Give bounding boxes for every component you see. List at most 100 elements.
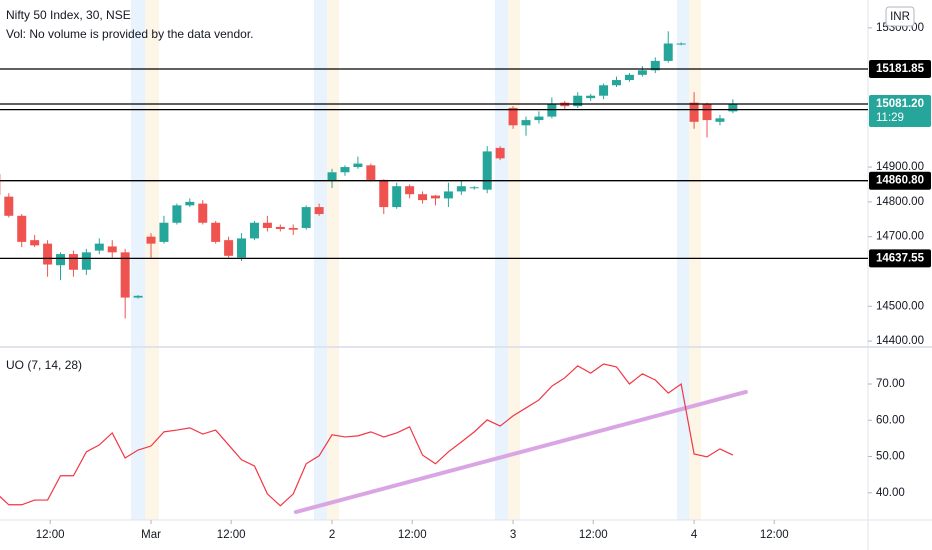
candle-body — [715, 118, 725, 122]
session-band — [327, 0, 339, 520]
candle-body — [430, 195, 440, 199]
candle-body — [146, 236, 156, 244]
price-label-box — [869, 94, 931, 127]
trend-line — [293, 389, 748, 515]
candle-body — [120, 252, 130, 298]
price-label-box — [869, 249, 931, 268]
candle-body — [392, 186, 402, 208]
candle-body — [301, 207, 311, 228]
candle-body — [482, 151, 492, 190]
candle-body — [456, 186, 466, 192]
candle-body — [405, 186, 415, 195]
candle-body — [366, 165, 376, 180]
candle-body — [469, 187, 479, 189]
chart-subtitle: Vol: No volume is provided by the data v… — [6, 27, 253, 41]
candle-body — [159, 222, 169, 242]
candle-body — [663, 43, 673, 61]
y-tick-label: 50.00 — [876, 451, 905, 463]
x-tick-label: 12:00 — [217, 529, 246, 541]
session-band — [131, 0, 145, 520]
x-tick-label: 12:00 — [398, 529, 427, 541]
chart-title: Nifty 50 Index, 30, NSE — [6, 8, 131, 22]
indicator-line — [0, 363, 734, 507]
candle-body — [198, 203, 208, 223]
y-tick-label: 70.00 — [876, 378, 905, 390]
price-label-box — [869, 171, 931, 190]
candle-body — [327, 172, 337, 181]
candle-body — [379, 179, 389, 208]
x-tick-label: 12:00 — [36, 529, 65, 541]
candle-body — [133, 295, 143, 298]
candle-body — [547, 104, 557, 117]
candle-body — [443, 191, 453, 199]
candle-body — [224, 240, 234, 256]
candle-body — [56, 254, 66, 266]
candle-body — [676, 43, 686, 45]
y-tick-label: 15300.00 — [876, 22, 924, 34]
candle-body — [94, 243, 104, 251]
candle-body — [508, 107, 518, 126]
candle-body — [249, 222, 259, 239]
candle-body — [211, 222, 221, 242]
candle-body — [30, 240, 40, 246]
candle-body — [534, 116, 544, 121]
price-label-box — [869, 59, 931, 78]
session-band — [314, 0, 327, 520]
x-tick-label: 2 — [329, 529, 335, 541]
candle-body — [262, 222, 272, 228]
price-label: 15081.20 — [876, 98, 924, 110]
candle-body — [314, 207, 324, 215]
price-countdown: 11:29 — [876, 112, 904, 124]
x-tick-label: 12:00 — [579, 529, 608, 541]
candle-body — [586, 95, 596, 99]
price-label: 14860.80 — [876, 175, 924, 187]
candle-body — [172, 205, 182, 223]
currency-box — [885, 6, 915, 27]
x-tick-label: 12:00 — [760, 529, 789, 541]
price-label: 14637.55 — [876, 252, 925, 264]
candle-body — [599, 85, 609, 96]
session-band — [495, 0, 508, 520]
session-band — [145, 0, 159, 520]
candle-body — [237, 238, 247, 258]
candle-body — [521, 120, 531, 126]
price-label: 15181.85 — [876, 63, 925, 75]
candle-body — [612, 80, 622, 86]
candle-body — [573, 95, 583, 107]
x-tick-label: Mar — [141, 529, 161, 541]
y-tick-label: 14700.00 — [876, 231, 924, 243]
candle-body — [689, 102, 699, 122]
candle-body — [81, 252, 91, 270]
candle-body — [728, 103, 738, 112]
y-tick-label: 14900.00 — [876, 161, 924, 173]
candle-body — [275, 226, 285, 230]
candle-body — [17, 215, 27, 242]
candle-body — [43, 243, 53, 265]
pane: 40.00 50.00 60.00 70.00 12:00 Mar 12:00 2 12:00 3… — [0, 363, 905, 541]
y-tick-label: 14400.00 — [876, 335, 924, 347]
y-tick-label: 40.00 — [876, 487, 905, 499]
session-bands — [131, 0, 701, 520]
session-band — [677, 0, 689, 520]
candle-body — [624, 74, 634, 81]
y-tick-label: 14500.00 — [876, 300, 924, 312]
candle-body — [288, 227, 298, 230]
candle-body — [495, 147, 505, 159]
candle-body — [185, 201, 195, 206]
candle-body — [650, 60, 660, 71]
candle-body — [702, 104, 712, 121]
session-band — [508, 0, 520, 520]
candle-body — [68, 254, 78, 270]
session-band — [689, 0, 701, 520]
currency-label: INR — [890, 11, 910, 23]
indicator-title: UO (7, 14, 28) — [6, 358, 82, 372]
y-tick-label: 14800.00 — [876, 196, 924, 208]
candle-body — [107, 246, 117, 253]
candle-body — [418, 194, 428, 201]
y-tick-label: 60.00 — [876, 414, 905, 426]
candle-body — [340, 167, 350, 173]
x-tick-label: 3 — [510, 529, 516, 541]
candle-body — [637, 70, 647, 75]
candle-body — [353, 163, 363, 168]
